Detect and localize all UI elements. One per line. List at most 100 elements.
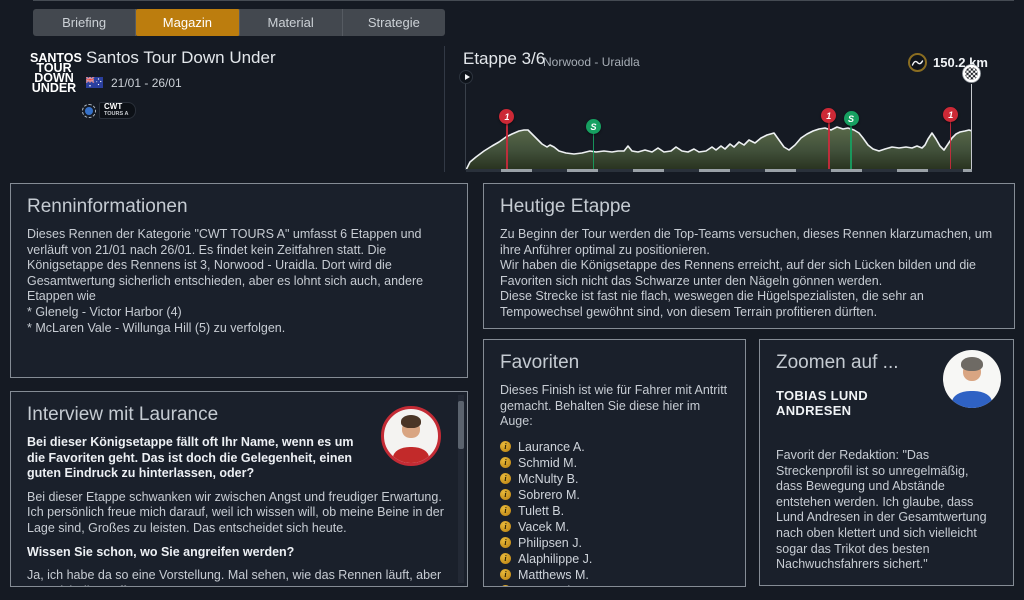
info-icon: i xyxy=(500,505,511,517)
marker-line xyxy=(828,120,830,170)
panel-today-title: Heutige Etappe xyxy=(500,196,631,217)
interview-paragraph: Bei dieser Etappe schwanken wir zwischen… xyxy=(27,489,444,535)
panel-today-stage: Heutige Etappe Zu Beginn der Tour werden… xyxy=(483,183,1015,329)
race-info-line: Dieses Rennen der Kategorie "CWT TOURS A… xyxy=(27,227,424,304)
zoom-quote: Favorit der Redaktion: "Das Streckenprof… xyxy=(776,448,987,572)
tab[interactable]: Strategie xyxy=(367,15,420,30)
panel-interview: Interview mit Laurance Bei dieser Königs… xyxy=(10,391,468,587)
info-icon: i xyxy=(500,441,511,453)
favorite-rider-name: Schmid M. xyxy=(518,455,578,470)
interview-scrollbar[interactable] xyxy=(458,395,464,583)
main-tab-bar: Briefing Magazin Material Strategie xyxy=(33,9,445,36)
favorite-rider-name: Laurance A. xyxy=(518,439,585,454)
marker-line xyxy=(949,119,952,170)
race-logo: SANTOS TOUR DOWN UNDER xyxy=(30,51,82,99)
scrollbar-thumb[interactable] xyxy=(458,401,464,449)
interview-paragraph: Wissen Sie schon, wo Sie angreifen werde… xyxy=(27,544,295,559)
tab[interactable]: Briefing xyxy=(33,9,137,36)
marker-badge: S xyxy=(843,111,859,126)
favorite-rider-row: i Sobrero M. xyxy=(500,487,729,503)
favorite-rider-row: i Schmid M. xyxy=(500,455,729,471)
info-icon: i xyxy=(500,569,511,581)
favorite-rider-row: i McNulty B. xyxy=(500,471,729,487)
today-stage-line: Zu Beginn der Tour werden die Top-Teams … xyxy=(500,227,993,257)
marker-badge: 1 xyxy=(943,107,959,122)
panel-race-info-title: Renninformationen xyxy=(27,196,188,217)
marker-badge: 1 xyxy=(821,108,837,123)
favorites-list: i Laurance A. i Schmid M. i McNulty B. i… xyxy=(500,439,729,586)
zoom-rider-name: TOBIAS LUND ANDRESEN xyxy=(776,388,868,418)
favorite-rider-row: i Tulett B. xyxy=(500,503,729,519)
header-divider xyxy=(444,46,445,172)
australia-flag-icon xyxy=(86,77,103,88)
today-stage-line: Diese Strecke ist fast nie flach, wesweg… xyxy=(500,289,924,319)
info-icon: i xyxy=(500,457,511,469)
favorite-rider-row: i Alaphilippe J. xyxy=(500,551,729,567)
race-logo-line: TOUR xyxy=(36,61,72,75)
favorite-rider-row: i Matthews M. xyxy=(500,567,729,583)
favorite-rider-name: Philipsen J. xyxy=(518,535,582,550)
race-info-text: Dieses Rennen der Kategorie "CWT TOURS A… xyxy=(27,227,451,336)
rider-avatar-andresen xyxy=(943,350,1001,408)
favorite-rider-row: i Paret-Peintre V. xyxy=(500,583,729,586)
rider-avatar-laurance xyxy=(381,406,441,466)
badge-line2: TOURS A xyxy=(104,110,129,117)
favorite-rider-name: Alaphilippe J. xyxy=(518,551,593,566)
badge-line1: CWT xyxy=(104,102,123,111)
info-icon: i xyxy=(500,489,511,501)
race-logo-line: DOWN xyxy=(34,71,74,85)
info-icon: i xyxy=(500,553,511,565)
favorite-rider-name: Matthews M. xyxy=(518,567,589,582)
panel-zoom-on: Zoomen auf ... TOBIAS LUND ANDRESEN Favo… xyxy=(759,339,1014,586)
tour-category-icon xyxy=(82,103,96,118)
favorite-rider-name: Vacek M. xyxy=(518,519,570,534)
panel-interview-title: Interview mit Laurance xyxy=(27,404,219,425)
finish-line xyxy=(971,84,972,170)
interview-text: Bei dieser Königsetappe fällt oft Ihr Na… xyxy=(27,435,451,586)
info-icon: i xyxy=(500,537,511,549)
marker-badge: 1 xyxy=(499,109,515,124)
interview-paragraph: Bei dieser Königsetappe fällt oft Ihr Na… xyxy=(27,435,354,481)
profile-curve-icon xyxy=(908,53,927,72)
race-info-line: * McLaren Vale - Willunga Hill (5) zu ve… xyxy=(27,320,286,335)
favorite-rider-row: i Laurance A. xyxy=(500,439,729,455)
tab[interactable]: Magazin xyxy=(136,9,240,36)
favorite-rider-name: McNulty B. xyxy=(518,471,579,486)
start-line xyxy=(465,84,466,170)
race-dates: 21/01 - 26/01 xyxy=(111,76,182,90)
tab[interactable]: Material xyxy=(240,9,343,36)
race-logo-line: SANTOS xyxy=(30,51,82,65)
stage-title: Etappe 3/6 xyxy=(463,49,546,68)
marker-line xyxy=(592,131,595,170)
category-badge: CWT TOURS A xyxy=(82,102,137,119)
interview-paragraph: Ja, ich habe da so eine Vorstellung. Mal… xyxy=(27,568,442,586)
marker-badge: S xyxy=(586,119,601,134)
race-logo-line: UNDER xyxy=(31,81,77,95)
profile-markers: 1 S 1 S 1 xyxy=(466,85,972,170)
panel-zoom-title: Zoomen auf ... xyxy=(776,352,899,373)
race-info-line: * Glenelg - Victor Harbor (4) xyxy=(27,304,182,319)
favorite-rider-name: Tulett B. xyxy=(518,503,565,518)
info-icon: i xyxy=(500,585,511,586)
stage-route: Norwood - Uraidla xyxy=(543,55,640,69)
info-icon: i xyxy=(500,473,511,485)
elevation-profile: 1 S 1 S 1 xyxy=(466,85,972,170)
panel-favorites: Favoriten Dieses Finish ist wie für Fahr… xyxy=(483,339,746,587)
favorite-rider-name: Paret-Peintre V. xyxy=(518,584,606,586)
favorite-rider-row: i Philipsen J. xyxy=(500,535,729,551)
marker-line xyxy=(506,121,508,170)
today-stage-line: Wir haben die Königsetappe des Rennens e… xyxy=(500,258,977,288)
marker-line xyxy=(850,123,852,170)
favorites-intro: Dieses Finish ist wie für Fahrer mit Ant… xyxy=(500,383,728,429)
panel-favorites-title: Favoriten xyxy=(500,352,580,373)
today-stage-text: Zu Beginn der Tour werden die Top-Teams … xyxy=(500,227,998,321)
panel-race-info: Renninformationen Dieses Rennen der Kate… xyxy=(10,183,468,378)
finish-flag-icon xyxy=(962,64,981,83)
favorite-rider-name: Sobrero M. xyxy=(518,487,580,502)
race-title: Santos Tour Down Under xyxy=(86,48,276,67)
stage-start-icon xyxy=(459,70,473,84)
top-divider xyxy=(33,0,1014,1)
elevation-silhouette xyxy=(466,126,972,170)
favorite-rider-row: i Vacek M. xyxy=(500,519,729,535)
info-icon: i xyxy=(500,521,511,533)
